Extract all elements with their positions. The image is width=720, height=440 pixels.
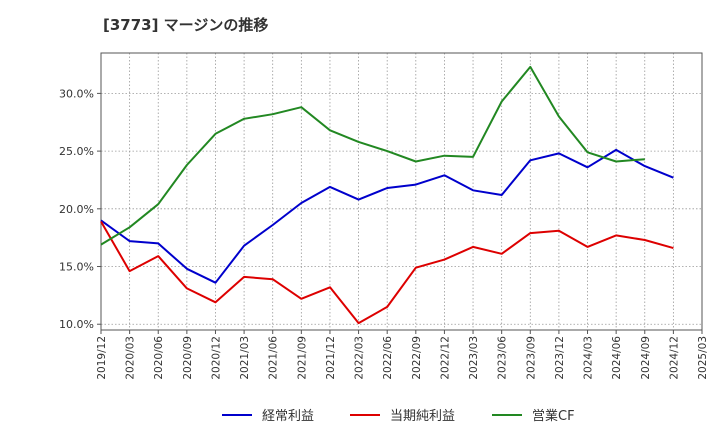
x-tick-label: 2022/06 [382,336,394,380]
x-tick-label: 2022/12 [439,336,451,380]
x-tick-label: 2023/12 [554,336,566,380]
x-tick-label: 2020/03 [125,336,137,380]
legend-label-3: 営業CF [532,408,575,424]
chart-title: [3773] マージンの推移 [103,16,269,34]
y-tick-label: 15.0% [59,261,94,274]
x-tick-label: 2022/09 [411,336,423,380]
x-tick-label: 2024/03 [583,336,595,380]
y-axis: 10.0% 15.0% 20.0% 25.0% 30.0% [59,87,101,331]
y-tick-label: 20.0% [59,203,94,216]
x-tick-label: 2020/12 [210,336,222,380]
y-tick-label: 10.0% [59,318,94,331]
legend: 経常利益 当期純利益 営業CF [222,408,575,424]
x-tick-label: 2019/12 [96,336,108,380]
x-tick-label: 2025/03 [697,336,709,380]
grid-lines [100,53,703,330]
x-tick-label: 2021/03 [239,336,251,380]
y-tick-label: 25.0% [59,145,94,158]
legend-label-2: 当期純利益 [390,409,455,424]
series-line-2 [100,221,674,325]
x-tick-label: 2021/12 [325,336,337,380]
series-group [100,65,674,325]
x-tick-label: 2024/09 [640,336,652,380]
x-tick-label: 2020/06 [153,336,165,380]
x-axis: 2019/12 2020/03 2020/06 2020/09 2020/12 2021/… [96,330,709,380]
x-tick-label: 2024/06 [611,336,623,380]
x-tick-label: 2021/09 [296,336,308,380]
plot-area [100,52,703,331]
series-line-3 [100,65,645,246]
x-tick-label: 2024/12 [668,336,680,380]
legend-label-1: 経常利益 [262,409,314,424]
series-line-1 [100,148,674,284]
x-tick-label: 2023/03 [468,336,480,380]
x-tick-label: 2022/03 [354,336,366,380]
x-tick-label: 2023/09 [525,336,537,380]
x-tick-label: 2021/06 [268,336,280,380]
x-tick-label: 2020/09 [182,336,194,380]
y-tick-label: 30.0% [59,87,94,100]
x-tick-label: 2023/06 [497,336,509,380]
